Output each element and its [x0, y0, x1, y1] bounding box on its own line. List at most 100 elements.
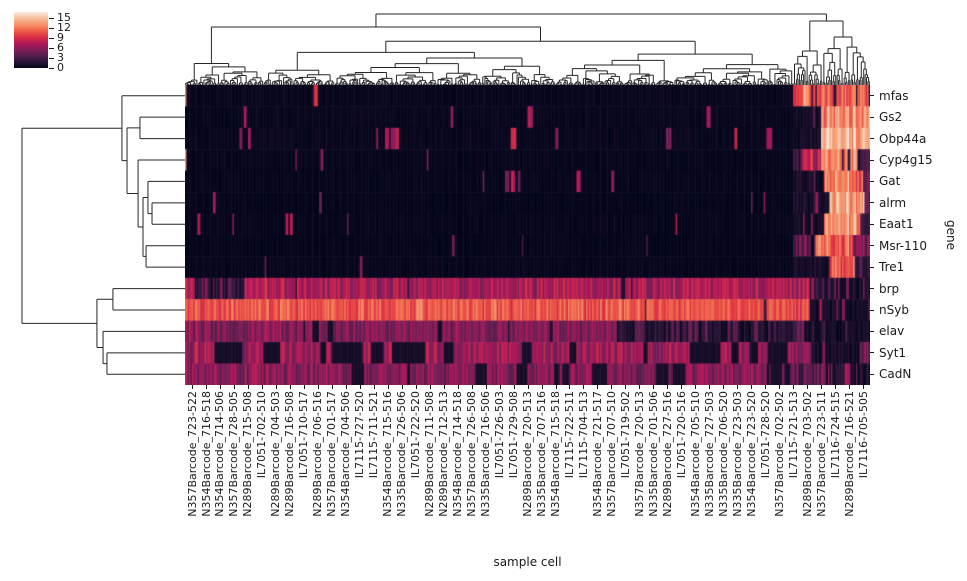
- x-tick-label: IL7116-724-515: [828, 391, 842, 479]
- x-tick-mark: [247, 385, 249, 389]
- x-tick-label: N354Barcode_714-518: [451, 391, 465, 517]
- gene-tick-label: nSyb: [879, 303, 909, 317]
- x-tick-mark: [723, 385, 725, 389]
- x-tick-label: N354Barcode_723-520: [744, 391, 758, 517]
- x-tick-mark: [541, 385, 543, 389]
- x-tick-label: IL7051-720-516: [674, 391, 688, 479]
- x-tick-label: IL7051-728-520: [758, 391, 772, 479]
- x-tick-label: N357Barcode_702-502: [772, 391, 786, 517]
- x-tick-mark: [303, 385, 305, 389]
- x-tick-label: N289Barcode_716-508: [283, 391, 297, 517]
- gene-tick-label: alrm: [879, 195, 907, 210]
- colorbar-tick-label: 3: [57, 51, 64, 64]
- x-tick-mark: [737, 385, 739, 389]
- gene-tick-label: Syt1: [879, 345, 907, 360]
- x-tick-mark: [206, 385, 207, 389]
- x-tick-label: IL7051-729-508: [507, 391, 520, 479]
- x-tick-mark: [583, 385, 585, 389]
- x-tick-label: N335Barcode_716-506: [479, 391, 493, 517]
- x-tick-mark: [317, 385, 319, 389]
- x-tick-label: IL7051-719-502: [618, 391, 632, 479]
- colorbar-tick-label: 9: [57, 31, 64, 44]
- x-tick-mark: [513, 385, 515, 389]
- x-tick-label: IL7051-726-503: [493, 391, 506, 479]
- y-axis-title: gene: [944, 220, 958, 250]
- x-tick-mark: [192, 385, 193, 389]
- x-tick-label: N289Barcode_716-521: [842, 391, 856, 517]
- x-tick-mark: [457, 385, 459, 389]
- colorbar-tick-label: 12: [57, 21, 71, 34]
- gene-tick-mark: [870, 330, 874, 332]
- x-tick-mark: [401, 385, 403, 389]
- x-tick-mark: [625, 385, 627, 389]
- gene-tick-mark: [870, 159, 874, 161]
- gene-tick-mark: [870, 138, 874, 140]
- gene-tick-mark: [870, 245, 874, 247]
- x-tick-label: N357Barcode_723-511: [814, 391, 828, 517]
- colorbar: 0 3 6 9 12 15: [14, 11, 84, 74]
- x-tick-label: IL7115-721-513: [786, 391, 800, 479]
- x-tick-label: N354Barcode_704-506: [339, 391, 353, 517]
- x-tick-label: N289Barcode_712-513: [437, 391, 451, 517]
- x-tick-mark: [835, 385, 837, 389]
- gene-tick-label: Obp44a: [879, 131, 927, 146]
- gene-tick-mark: [870, 266, 874, 268]
- gene-tick-label: elav: [879, 324, 905, 339]
- x-tick-label: N357Barcode_728-505: [227, 391, 241, 517]
- x-tick-mark: [219, 385, 221, 389]
- colorbar-tick-label: 6: [57, 41, 64, 54]
- x-tick-mark: [485, 385, 487, 389]
- gene-tick-mark: [870, 116, 874, 118]
- x-axis-title: sample cell: [493, 555, 562, 569]
- x-tick-label: N357Barcode_726-508: [465, 391, 479, 517]
- gene-tick-mark: [870, 352, 874, 354]
- colorbar-tick-label: 15: [57, 11, 71, 24]
- x-tick-label: IL7051-710-517: [297, 391, 311, 479]
- x-tick-label: N335Barcode_727-503: [702, 391, 716, 517]
- gene-tick-label: Cyp4g15: [879, 153, 933, 167]
- x-tick-mark: [569, 385, 571, 389]
- x-tick-mark: [261, 385, 263, 389]
- x-tick-mark: [807, 385, 809, 389]
- x-tick-label: N354Barcode_714-506: [213, 391, 227, 517]
- x-tick-mark: [233, 385, 235, 389]
- gene-tick-mark: [870, 373, 874, 375]
- row-dendrogram: [21, 95, 185, 375]
- x-tick-label: IL7051-702-510: [255, 391, 269, 479]
- colorbar-tick-mark: [49, 67, 54, 69]
- x-tick-label: N289Barcode_704-503: [269, 391, 283, 517]
- x-tick-mark: [415, 385, 417, 389]
- colorbar-tick-mark: [49, 27, 54, 29]
- x-tick-label: IL7115-727-520: [353, 391, 367, 479]
- x-tick-label: N357Barcode_707-510: [604, 391, 618, 517]
- x-tick-label: N357Barcode_720-513: [632, 391, 646, 517]
- x-tick-mark: [373, 385, 375, 389]
- gene-tick-label: Msr-110: [879, 238, 928, 253]
- x-tick-label: IL7116-705-505: [856, 391, 870, 479]
- gene-tick-mark: [870, 223, 874, 225]
- gene-tick-mark: [870, 202, 874, 204]
- x-tick-mark: [863, 385, 864, 389]
- colorbar-tick-label: 0: [57, 61, 64, 74]
- x-tick-mark: [779, 385, 781, 389]
- x-tick-mark: [387, 385, 389, 389]
- colorbar-tick-mark: [49, 47, 54, 49]
- x-tick-mark: [653, 385, 655, 389]
- x-tick-label: N354Barcode_721-517: [590, 391, 604, 517]
- x-tick-label: N289Barcode_711-508: [423, 391, 437, 517]
- x-tick-label: N335Barcode_723-503: [730, 391, 744, 517]
- gene-tick-label: mfas: [879, 88, 909, 103]
- x-tick-label: IL7115-711-521: [367, 391, 381, 479]
- x-tick-mark: [331, 385, 333, 389]
- gene-tick-label: brp: [879, 281, 900, 296]
- gene-tick-label: Gat: [879, 174, 901, 189]
- x-tick-label: N289Barcode_706-516: [311, 391, 325, 517]
- x-tick-mark: [429, 385, 431, 389]
- x-tick-mark: [793, 385, 795, 389]
- x-tick-label: IL7115-704-513: [576, 391, 590, 479]
- x-tick-label: N354Barcode_715-518: [549, 391, 562, 517]
- x-tick-mark: [275, 385, 277, 389]
- gene-tick-mark: [870, 180, 874, 182]
- gene-tick-label: Eaat1: [879, 217, 914, 232]
